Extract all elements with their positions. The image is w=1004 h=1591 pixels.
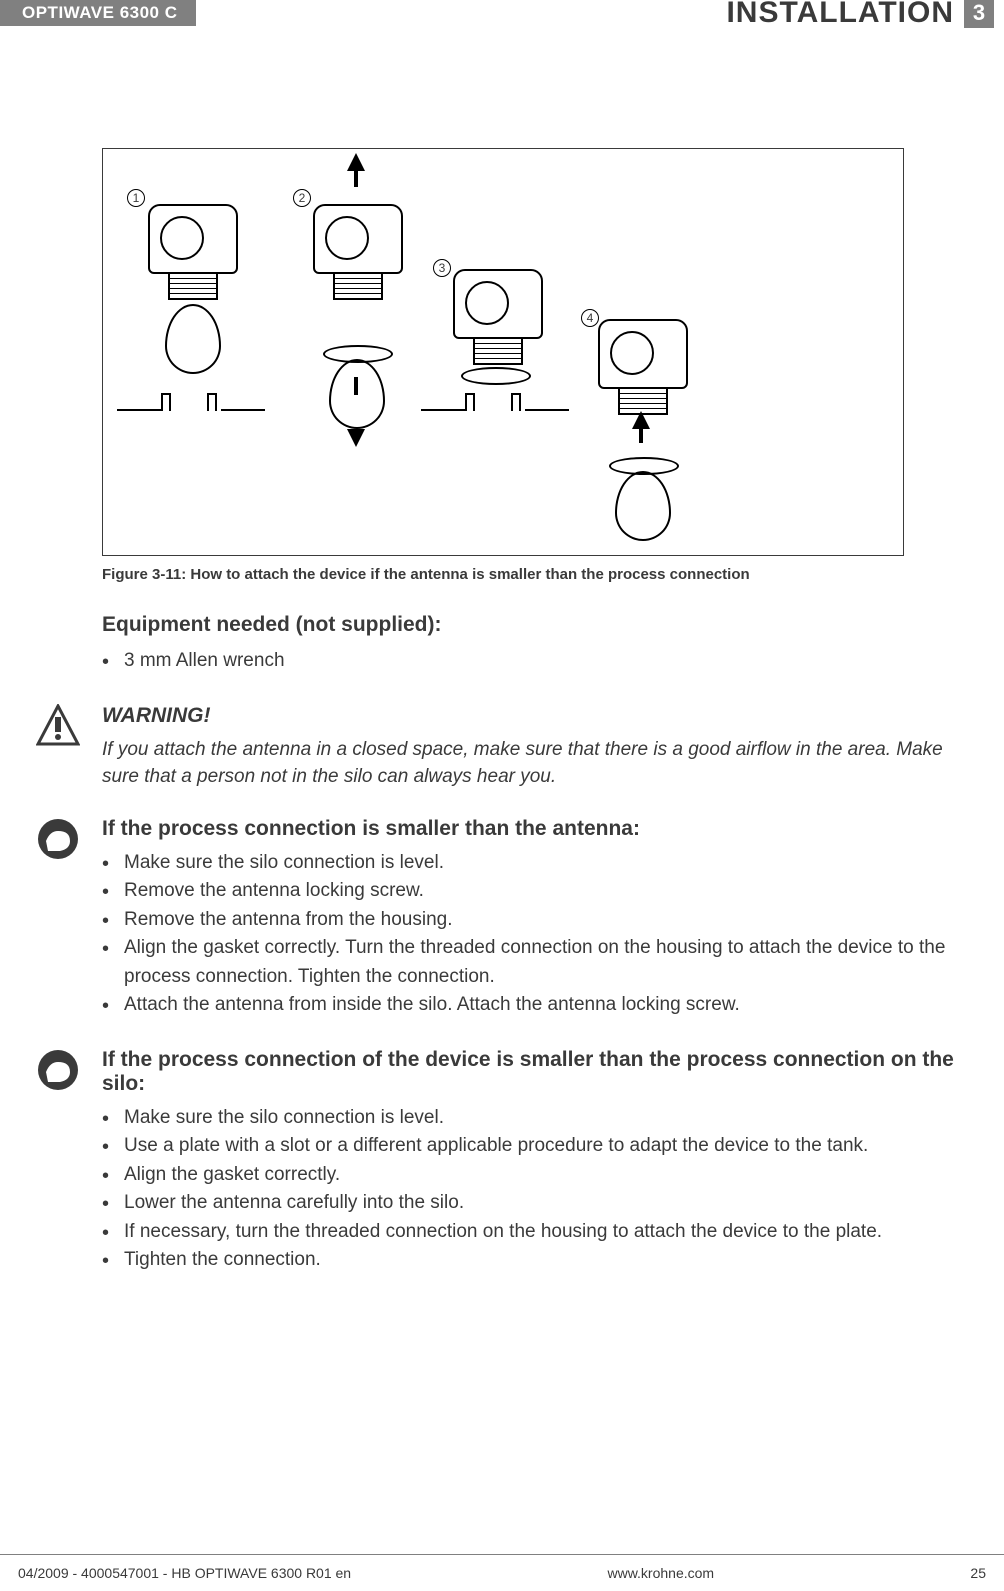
header-right: INSTALLATION 3 bbox=[726, 0, 1004, 26]
product-name: OPTIWAVE 6300 C bbox=[0, 0, 196, 26]
equipment-heading: Equipment needed (not supplied): bbox=[102, 613, 964, 637]
rotate-icon bbox=[461, 367, 531, 385]
footer-center: www.krohne.com bbox=[607, 1565, 714, 1581]
list-item: Align the gasket correctly. Turn the thr… bbox=[102, 934, 964, 991]
procedure-a-list: Make sure the silo connection is level. … bbox=[102, 849, 964, 1020]
procedure-b-list: Make sure the silo connection is level. … bbox=[102, 1104, 964, 1275]
list-item: Align the gasket correctly. bbox=[102, 1161, 964, 1190]
arrow-down-icon bbox=[347, 429, 365, 447]
mount-line bbox=[221, 409, 265, 411]
procedure-a-heading: If the process connection is smaller tha… bbox=[102, 817, 964, 841]
rotate-icon bbox=[323, 345, 393, 363]
list-item: Use a plate with a slot or a different a… bbox=[102, 1132, 964, 1161]
equipment-list: 3 mm Allen wrench bbox=[102, 647, 964, 676]
mount-stub bbox=[465, 393, 475, 411]
chapter-badge: 3 bbox=[964, 0, 994, 28]
device-sketch bbox=[298, 204, 418, 300]
list-item: Remove the antenna from the housing. bbox=[102, 906, 964, 935]
arrow-up-icon bbox=[632, 411, 650, 429]
device-sketch bbox=[133, 204, 253, 374]
mount-stub bbox=[207, 393, 217, 411]
page-footer: 04/2009 - 4000547001 - HB OPTIWAVE 6300 … bbox=[0, 1554, 1004, 1581]
list-item: Tighten the connection. bbox=[102, 1246, 964, 1275]
mount-line bbox=[421, 409, 465, 411]
warning-text: If you attach the antenna in a closed sp… bbox=[102, 736, 964, 791]
list-item: 3 mm Allen wrench bbox=[102, 647, 964, 676]
section-title: INSTALLATION bbox=[726, 0, 954, 30]
list-item: Attach the antenna from inside the silo.… bbox=[102, 991, 964, 1020]
hand-icon bbox=[36, 817, 80, 861]
warning-block: WARNING! If you attach the antenna in a … bbox=[102, 704, 964, 791]
procedure-b-heading: If the process connection of the device … bbox=[102, 1048, 964, 1096]
arrow-stem bbox=[354, 169, 358, 187]
list-item: Make sure the silo connection is level. bbox=[102, 849, 964, 878]
antenna-sketch bbox=[615, 471, 671, 541]
rotate-icon bbox=[609, 457, 679, 475]
mount-line bbox=[117, 409, 161, 411]
procedure-a-block: If the process connection is smaller tha… bbox=[102, 817, 964, 1020]
list-item: Remove the antenna locking screw. bbox=[102, 877, 964, 906]
arrow-stem bbox=[639, 427, 643, 443]
mount-stub bbox=[161, 393, 171, 411]
list-item: Make sure the silo connection is level. bbox=[102, 1104, 964, 1133]
page-header: OPTIWAVE 6300 C INSTALLATION 3 bbox=[0, 0, 1004, 38]
mount-stub bbox=[511, 393, 521, 411]
list-item: If necessary, turn the threaded connecti… bbox=[102, 1218, 964, 1247]
list-item: Lower the antenna carefully into the sil… bbox=[102, 1189, 964, 1218]
device-sketch bbox=[583, 319, 703, 415]
footer-left: 04/2009 - 4000547001 - HB OPTIWAVE 6300 … bbox=[18, 1565, 351, 1581]
warning-heading: WARNING! bbox=[102, 704, 964, 728]
procedure-b-block: If the process connection of the device … bbox=[102, 1048, 964, 1275]
footer-right: 25 bbox=[970, 1565, 986, 1581]
hand-icon bbox=[36, 1048, 80, 1092]
arrow-stem bbox=[354, 377, 358, 395]
warning-icon bbox=[36, 704, 80, 748]
mount-line bbox=[525, 409, 569, 411]
figure-caption: Figure 3-11: How to attach the device if… bbox=[102, 566, 964, 583]
device-sketch bbox=[438, 269, 558, 365]
page-content: 1 2 3 4 bbox=[0, 148, 1004, 1275]
figure-box: 1 2 3 4 bbox=[102, 148, 904, 556]
